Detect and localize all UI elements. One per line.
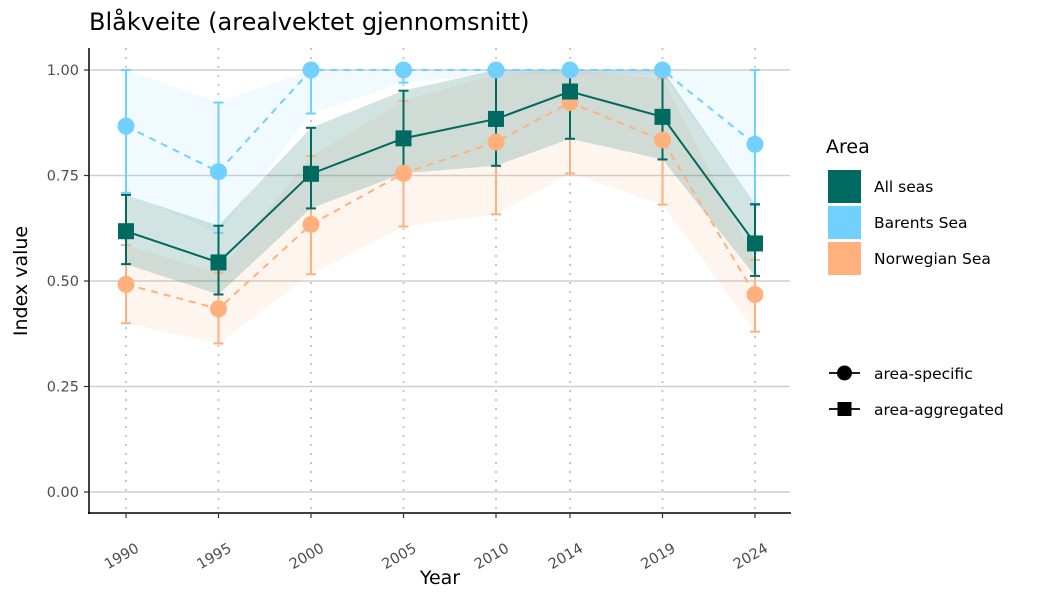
legend-title: Area (826, 136, 870, 158)
legend-key-barents-sea (828, 206, 861, 239)
x-tick-label: 1990 (102, 541, 142, 573)
data-points (117, 61, 764, 318)
legend-label: All seas (874, 178, 933, 196)
line-all-seas (125, 90, 756, 264)
x-tick-label: 2010 (472, 541, 512, 573)
point-circle (654, 131, 671, 149)
point-circle (487, 61, 505, 79)
point-circle (395, 164, 412, 182)
point-circle (302, 61, 320, 79)
x-tick-label: 2019 (639, 541, 679, 573)
point-circle (117, 117, 135, 135)
y-tick-label: 0.00 (47, 485, 79, 501)
x-tick-label: 2000 (287, 541, 327, 573)
legend-square-icon (837, 402, 852, 416)
legend-key-norwegian-sea (828, 242, 861, 275)
band-all-seas (126, 70, 755, 295)
y-tick-label: 0.50 (47, 274, 79, 290)
point-circle (746, 286, 764, 304)
point-circle (395, 61, 412, 79)
point-circle (654, 61, 671, 79)
point-square (747, 235, 763, 252)
y-tick-label: 1.00 (47, 63, 79, 79)
point-square (118, 223, 134, 240)
legend-label: area-aggregated (874, 401, 1004, 419)
point-circle (487, 133, 505, 151)
y-tick-label: 0.25 (47, 380, 79, 396)
band-barents-sea (126, 70, 755, 233)
legend-key-all-seas (828, 170, 861, 203)
line-norwegian-sea (125, 101, 756, 310)
legend-label: Norwegian Sea (874, 250, 991, 268)
legend-label: Barents Sea (874, 214, 967, 232)
x-tick-label: 2024 (731, 541, 771, 573)
y-axis-label: Index value (10, 226, 32, 336)
point-circle (561, 61, 579, 79)
legend-label: area-specific (874, 365, 973, 383)
point-square (654, 108, 671, 125)
confidence-bands (126, 70, 755, 344)
x-tick-label: 2005 (380, 541, 420, 573)
point-square (488, 110, 504, 127)
legend-circle-icon (837, 365, 852, 381)
point-square (562, 83, 578, 100)
x-tick-label: 2014 (546, 541, 586, 573)
y-tick-label: 0.75 (47, 169, 79, 185)
point-circle (117, 275, 135, 293)
chart-title: Blåkveite (arealvektet gjennomsnitt) (89, 7, 530, 36)
point-square (210, 254, 227, 271)
legend: Area All seas Barents Sea Norwegian Sea are… (826, 136, 1004, 419)
x-axis-label: Year (419, 567, 460, 589)
series-lines (125, 69, 756, 310)
x-tick-label: 1995 (195, 541, 235, 573)
point-circle (210, 300, 227, 318)
point-square (395, 130, 412, 147)
point-circle (210, 163, 227, 181)
band-norwegian-sea (126, 70, 755, 344)
line-barents-sea (125, 69, 756, 173)
point-circle (746, 135, 764, 153)
point-square (303, 165, 319, 182)
point-circle (302, 215, 320, 233)
